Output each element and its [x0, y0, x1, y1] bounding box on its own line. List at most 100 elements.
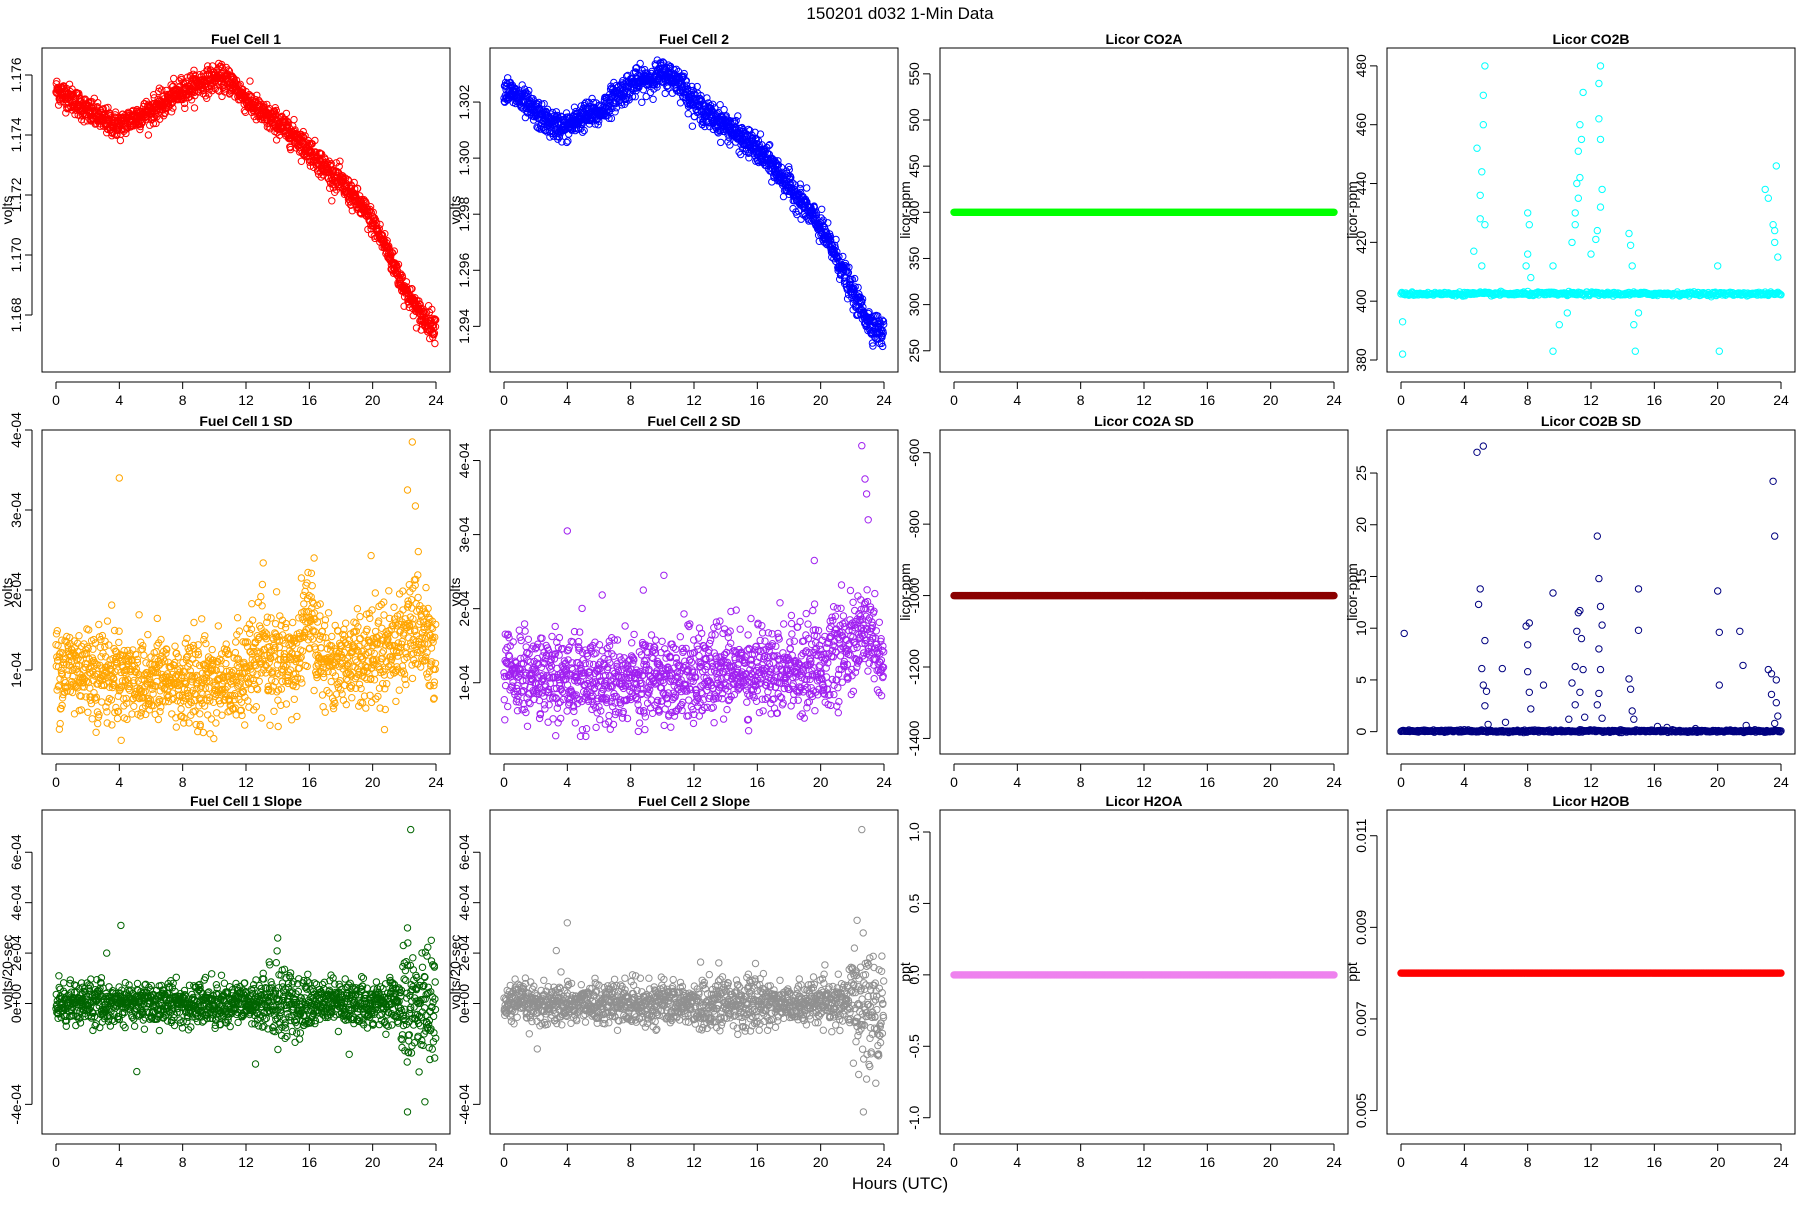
data-point	[148, 654, 154, 660]
panel-title: Fuel Cell 1	[211, 31, 281, 47]
data-point	[329, 198, 335, 204]
data-point	[155, 716, 161, 722]
data-point	[325, 610, 331, 616]
data-point	[1588, 251, 1594, 257]
data-point	[267, 722, 273, 728]
data-point	[131, 703, 137, 709]
points-group	[501, 57, 887, 350]
data-point	[209, 646, 215, 652]
x-tick-label: 16	[302, 392, 318, 408]
data-point	[1627, 242, 1633, 248]
data-point	[1564, 310, 1570, 316]
data-point	[291, 696, 297, 702]
data-point	[260, 560, 266, 566]
data-point	[116, 628, 122, 634]
data-point	[1596, 80, 1602, 86]
data-point	[143, 660, 149, 666]
y-tick-label: 400	[1353, 289, 1369, 313]
data-point	[290, 619, 296, 625]
x-tick-label: 12	[238, 392, 254, 408]
data-point	[1597, 136, 1603, 142]
x-tick-label: 12	[1583, 392, 1599, 408]
panel-title: Fuel Cell 1 SD	[199, 413, 292, 429]
data-point	[1550, 348, 1556, 354]
data-point	[298, 158, 304, 164]
data-point	[233, 639, 239, 645]
data-point	[1526, 222, 1532, 228]
y-tick-label: 1.294	[456, 309, 472, 344]
data-point	[1578, 136, 1584, 142]
x-axis-label: Hours (UTC)	[852, 1174, 948, 1193]
data-point	[298, 575, 304, 581]
y-tick-label: 500	[906, 108, 922, 132]
x-tick-label: 20	[1263, 392, 1279, 408]
plot-frame	[1387, 48, 1795, 372]
data-point	[172, 643, 178, 649]
x-tick-label: 24	[1326, 392, 1342, 408]
data-point	[1474, 145, 1480, 151]
data-point	[259, 581, 265, 587]
data-point	[1482, 222, 1488, 228]
data-point	[1773, 163, 1779, 169]
x-tick-label: 8	[627, 392, 635, 408]
data-point	[1477, 216, 1483, 222]
x-tick-label: 0	[1397, 392, 1405, 408]
x-tick-label: 0	[52, 392, 60, 408]
data-point	[1599, 186, 1605, 192]
data-point	[299, 680, 305, 686]
data-point	[246, 704, 252, 710]
data-point	[329, 633, 335, 639]
x-tick-label: 4	[115, 392, 123, 408]
y-tick-label: 380	[1353, 348, 1369, 372]
data-point	[249, 601, 255, 607]
data-point	[109, 602, 115, 608]
x-tick-label: 8	[1077, 392, 1085, 408]
x-tick-label: 0	[950, 392, 958, 408]
data-point	[202, 633, 208, 639]
x-tick-label: 24	[1773, 392, 1789, 408]
data-point	[145, 132, 151, 138]
data-point	[268, 677, 274, 683]
data-point	[169, 711, 175, 717]
x-tick-label: 20	[813, 392, 829, 408]
y-tick-label: 400	[906, 200, 922, 224]
x-tick-label: 8	[1524, 392, 1532, 408]
data-point	[258, 593, 264, 599]
y-tick-label: 450	[906, 154, 922, 178]
data-point	[1775, 254, 1781, 260]
data-point	[294, 713, 300, 719]
data-point	[199, 616, 205, 622]
data-point	[322, 709, 328, 715]
x-tick-label: 16	[750, 392, 766, 408]
data-point	[1575, 195, 1581, 201]
panel-title: Licor CO2B	[1552, 31, 1629, 47]
data-point	[637, 60, 643, 66]
points-group	[951, 209, 1337, 215]
data-point	[242, 722, 248, 728]
points-group	[53, 60, 439, 346]
data-point	[571, 104, 577, 110]
x-tick-label: 12	[1136, 392, 1152, 408]
data-point	[116, 639, 122, 645]
y-tick-label: 550	[906, 62, 922, 86]
data-point	[317, 613, 323, 619]
data-point	[1556, 322, 1562, 328]
data-point	[1593, 236, 1599, 242]
data-point	[1477, 192, 1483, 198]
data-point	[1482, 63, 1488, 69]
data-point	[258, 715, 264, 721]
data-point	[757, 131, 763, 137]
data-point	[432, 340, 438, 346]
data-point	[173, 724, 179, 730]
data-point	[191, 619, 197, 625]
points-group	[1398, 63, 1784, 358]
data-point	[1399, 319, 1405, 325]
y-tick-label: 350	[906, 247, 922, 271]
